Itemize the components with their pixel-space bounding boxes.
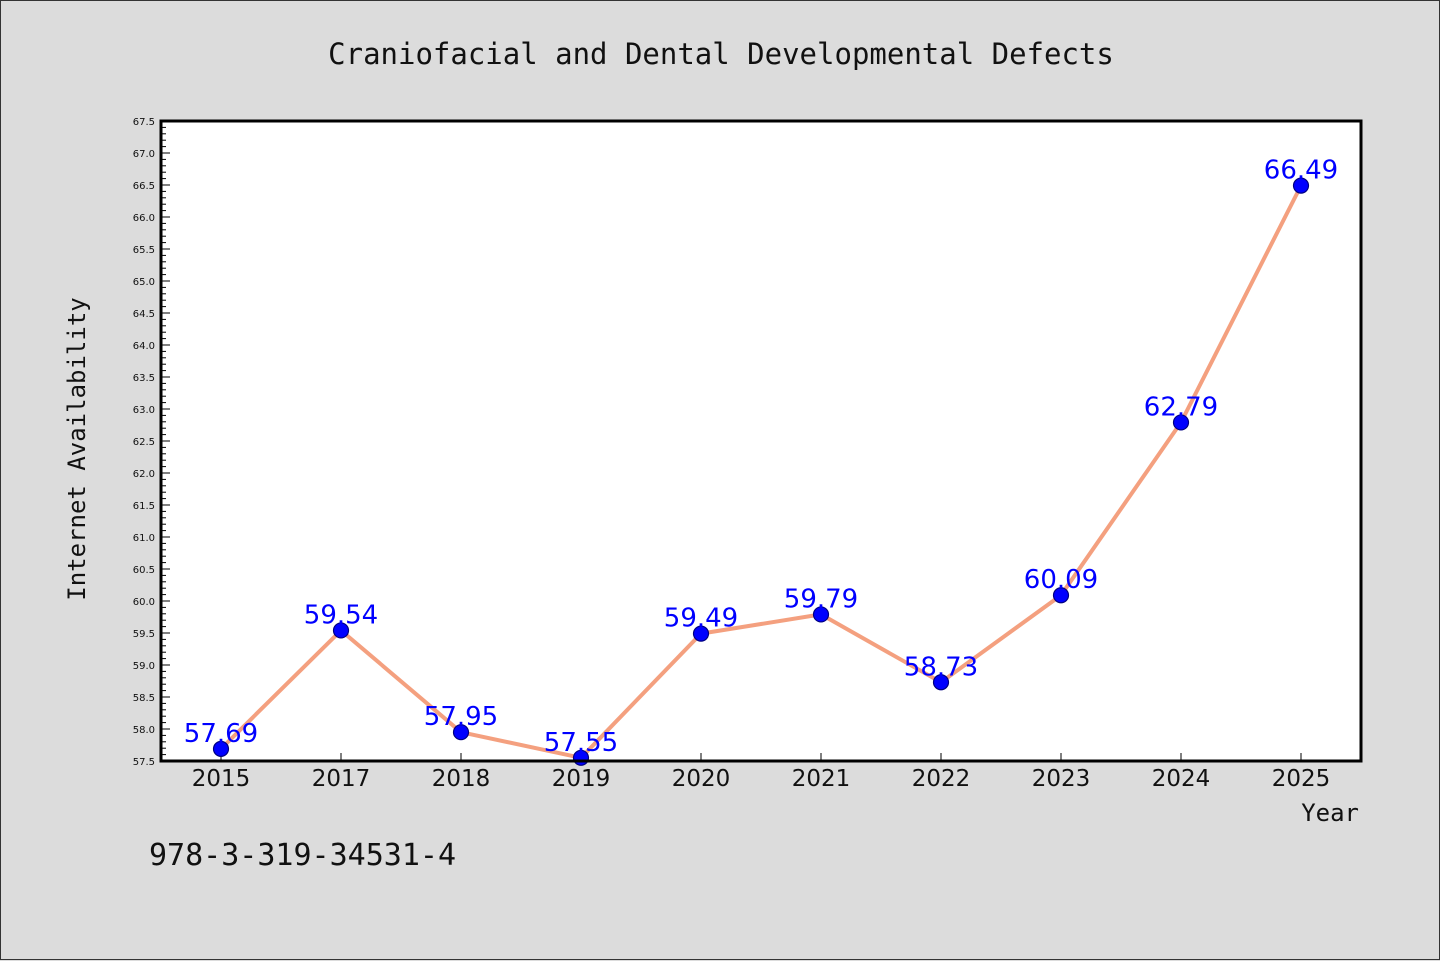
data-label-2015: 57.69 xyxy=(184,719,258,749)
x-axis-ticks: 2015 2017 2018 2019 2020 2021 2022 2023 2024 2025 xyxy=(192,753,1331,792)
data-point-2025 xyxy=(1292,177,1310,194)
x-tick-label: 2023 xyxy=(1032,766,1091,792)
data-value-labels: 57.69 59.54 57.95 57.55 59.49 59.79 58.73 60.09… xyxy=(184,156,1338,758)
data-label-2018: 57.95 xyxy=(424,702,498,732)
y-tick-label: 63.5 xyxy=(133,373,155,384)
x-tick-label: 2019 xyxy=(552,766,611,792)
data-point-2024 xyxy=(1172,414,1190,431)
data-label-2022: 58.73 xyxy=(904,652,978,682)
y-tick-label: 62.5 xyxy=(133,437,155,448)
y-tick-label: 57.5 xyxy=(133,757,155,768)
data-label-2020: 59.49 xyxy=(664,604,738,634)
data-label-2021: 59.79 xyxy=(784,584,858,614)
data-label-2024: 62.79 xyxy=(1144,392,1218,422)
data-point-2022 xyxy=(932,674,950,691)
data-point-2015 xyxy=(212,740,230,757)
data-point-2017 xyxy=(332,622,350,639)
plot-border xyxy=(159,119,1363,763)
y-tick-label: 61.5 xyxy=(133,501,155,512)
y-tick-label: 62.0 xyxy=(133,469,155,480)
y-tick-label: 65.5 xyxy=(133,245,155,256)
y-tick-label: 67.0 xyxy=(133,149,155,160)
x-tick-label: 2022 xyxy=(912,766,971,792)
series-line xyxy=(219,183,1303,760)
y-tick-label: 66.0 xyxy=(133,213,155,224)
y-tick-label: 67.5 xyxy=(133,117,155,128)
y-axis-ticks: 57.5 58.0 58.5 59.0 59.5 60.0 60.5 61.0 61.5 62.0… xyxy=(133,117,170,768)
data-point-markers xyxy=(212,177,1310,766)
data-label-2019: 57.55 xyxy=(544,728,618,758)
x-tick-label: 2025 xyxy=(1272,766,1331,792)
x-tick-label: 2021 xyxy=(792,766,851,792)
y-tick-label: 66.5 xyxy=(133,181,155,192)
y-tick-label: 64.0 xyxy=(133,341,155,352)
data-label-2017: 59.54 xyxy=(304,600,378,630)
x-tick-label: 2015 xyxy=(192,766,251,792)
y-tick-label: 58.5 xyxy=(133,693,155,704)
data-point-2018 xyxy=(452,724,470,741)
y-tick-label: 65.0 xyxy=(133,277,155,288)
data-point-2021 xyxy=(812,606,830,623)
y-tick-label: 58.0 xyxy=(133,725,155,736)
x-axis-label: Year xyxy=(1301,799,1359,827)
chart-title: Craniofacial and Dental Developmental De… xyxy=(328,37,1114,71)
data-point-2020 xyxy=(692,625,710,642)
y-tick-label: 59.0 xyxy=(133,661,155,672)
y-tick-label: 60.0 xyxy=(133,597,155,608)
data-label-2023: 60.09 xyxy=(1024,565,1098,595)
x-tick-label: 2018 xyxy=(432,766,491,792)
x-tick-label: 2017 xyxy=(312,766,371,792)
y-tick-label: 59.5 xyxy=(133,629,155,640)
y-axis-label: Internet Availability xyxy=(63,297,91,600)
y-tick-label: 60.5 xyxy=(133,565,155,576)
y-tick-label: 63.0 xyxy=(133,405,155,416)
x-tick-label: 2024 xyxy=(1152,766,1211,792)
y-tick-label: 61.0 xyxy=(133,533,155,544)
plot-area xyxy=(161,121,1361,761)
data-point-2023 xyxy=(1052,587,1070,604)
data-label-2025: 66.49 xyxy=(1264,156,1338,186)
x-tick-label: 2020 xyxy=(672,766,731,792)
footer-code: 978-3-319-34531-4 xyxy=(149,838,456,873)
y-tick-label: 64.5 xyxy=(133,309,155,320)
